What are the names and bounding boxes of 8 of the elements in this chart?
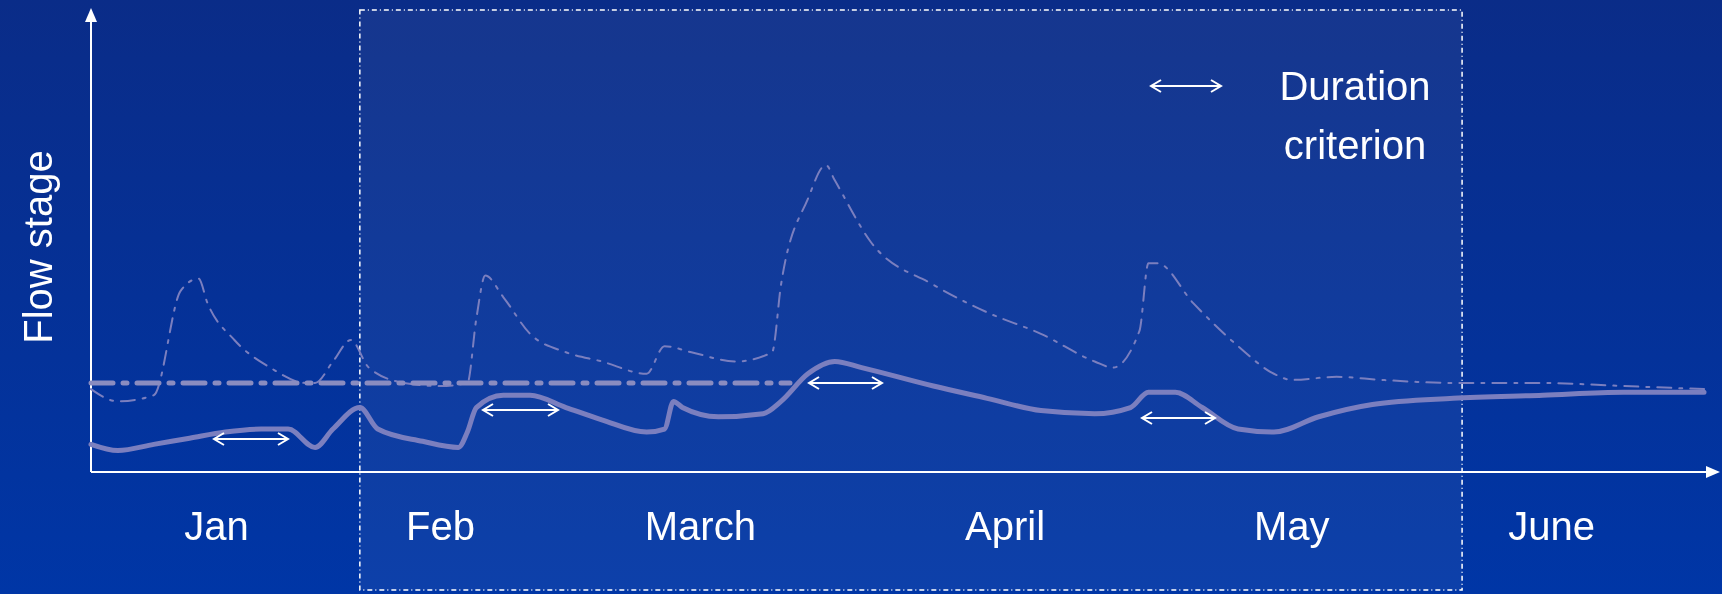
x-tick-label: Jan: [184, 504, 249, 548]
x-tick-label: April: [965, 504, 1046, 548]
x-tick-label: June: [1508, 504, 1596, 548]
y-axis-title: Flow stage: [16, 150, 60, 344]
annotation: Duration criterion: [1279, 64, 1431, 167]
x-tick-label: Feb: [406, 504, 475, 548]
x-tick-label: May: [1254, 504, 1330, 548]
x-tick-label: March: [644, 504, 756, 548]
